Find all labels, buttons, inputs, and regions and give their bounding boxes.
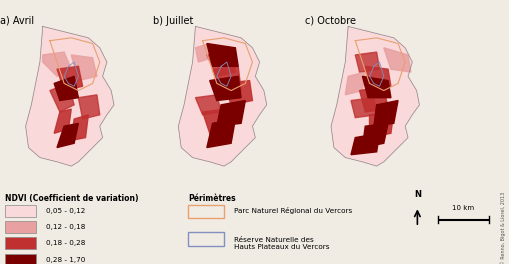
- Text: 0,12 - 0,18: 0,12 - 0,18: [46, 224, 85, 230]
- Polygon shape: [50, 83, 74, 112]
- Polygon shape: [43, 52, 71, 76]
- Polygon shape: [365, 66, 391, 86]
- Polygon shape: [57, 66, 82, 91]
- Polygon shape: [54, 76, 78, 101]
- Polygon shape: [370, 112, 394, 138]
- Polygon shape: [210, 76, 241, 101]
- Text: 0,05 - 0,12: 0,05 - 0,12: [46, 208, 85, 214]
- Polygon shape: [71, 115, 89, 140]
- Bar: [5, 254, 36, 264]
- Polygon shape: [78, 95, 100, 119]
- Text: NDVI (Coefficient de variation): NDVI (Coefficient de variation): [5, 194, 138, 203]
- Polygon shape: [384, 48, 411, 72]
- Polygon shape: [25, 26, 114, 166]
- Text: 0,28 - 1,70: 0,28 - 1,70: [46, 257, 85, 263]
- Polygon shape: [355, 52, 380, 72]
- Text: c) Octobre: c) Octobre: [305, 16, 356, 26]
- Polygon shape: [224, 81, 252, 105]
- Text: N: N: [414, 190, 421, 199]
- Polygon shape: [351, 133, 380, 155]
- Polygon shape: [54, 109, 71, 133]
- Text: Parc Naturel Régional du Vercors: Parc Naturel Régional du Vercors: [234, 207, 352, 214]
- Polygon shape: [57, 123, 78, 148]
- Text: © Renno, Bigot & Liorel, 2013: © Renno, Bigot & Liorel, 2013: [501, 192, 506, 264]
- Polygon shape: [362, 76, 391, 98]
- Text: a) Avril: a) Avril: [0, 16, 34, 26]
- Polygon shape: [362, 123, 388, 148]
- Polygon shape: [345, 72, 365, 95]
- Polygon shape: [217, 101, 245, 126]
- Polygon shape: [359, 86, 388, 112]
- Polygon shape: [374, 101, 398, 126]
- Bar: [5, 221, 36, 233]
- Bar: [5, 237, 36, 249]
- Text: b) Juillet: b) Juillet: [153, 16, 193, 26]
- Text: 0,18 - 0,28: 0,18 - 0,28: [46, 240, 85, 246]
- Polygon shape: [207, 52, 235, 76]
- Text: Réserve Naturelle des
Hauts Plateaux du Vercors: Réserve Naturelle des Hauts Plateaux du …: [234, 237, 330, 250]
- Bar: [188, 205, 224, 218]
- Polygon shape: [203, 109, 231, 133]
- Polygon shape: [213, 66, 241, 95]
- Text: Périmètres: Périmètres: [188, 194, 236, 203]
- Polygon shape: [331, 26, 419, 166]
- Polygon shape: [178, 26, 267, 166]
- Polygon shape: [207, 44, 238, 66]
- Bar: [5, 205, 36, 217]
- Polygon shape: [71, 55, 97, 81]
- Text: 10 km: 10 km: [452, 205, 474, 211]
- Polygon shape: [195, 95, 221, 115]
- Polygon shape: [207, 119, 235, 148]
- Bar: [188, 232, 224, 246]
- Polygon shape: [351, 98, 377, 118]
- Polygon shape: [195, 44, 213, 62]
